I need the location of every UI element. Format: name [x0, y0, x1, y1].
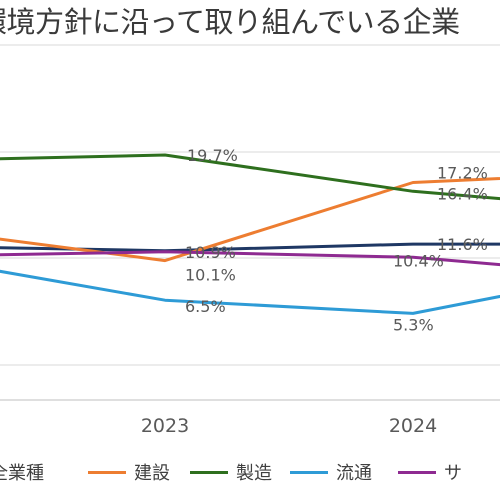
series-line-0	[0, 242, 500, 253]
legend-swatch	[190, 470, 228, 474]
series-line-4	[0, 250, 500, 267]
series-line-3	[0, 269, 500, 315]
data-label-3-2: 5.3%	[393, 315, 434, 334]
legend-label: 建設	[134, 463, 170, 484]
legend-swatch	[88, 470, 126, 474]
chart-legend: 全業種 建設 製造 流通 サ	[0, 452, 500, 492]
data-label-4-2: 10.4%	[393, 251, 444, 270]
legend-item-2: 製造	[190, 452, 272, 492]
chart-title: 環境方針に沿って取り組んでいる企業	[0, 5, 460, 39]
legend-label: サ	[444, 463, 462, 484]
legend-swatch	[398, 470, 436, 474]
x-tick-label-2023: 2023	[141, 415, 189, 437]
data-label-2-1: 19.7%	[187, 146, 238, 165]
legend-item-1: 建設	[88, 452, 170, 492]
legend-label: 流通	[336, 463, 372, 484]
data-label-0-2: 11.6%	[437, 235, 488, 254]
data-label-3-1: 6.5%	[185, 297, 226, 316]
legend-swatch	[290, 470, 328, 474]
legend-label: 製造	[236, 463, 272, 484]
data-label-1-2: 17.2%	[437, 164, 488, 183]
legend-label: 全業種	[0, 463, 44, 484]
data-label-2-2: 16.4%	[437, 184, 488, 203]
data-label-4-1: 10.9%	[185, 243, 236, 262]
series-line-1	[0, 176, 500, 263]
series-line-2	[0, 153, 500, 201]
legend-item-3: 流通	[290, 452, 372, 492]
x-tick-label-2024: 2024	[389, 415, 437, 437]
legend-item-0: 全業種	[0, 452, 44, 492]
legend-item-4: サ	[398, 452, 462, 492]
data-label-1-1: 10.1%	[185, 266, 236, 285]
